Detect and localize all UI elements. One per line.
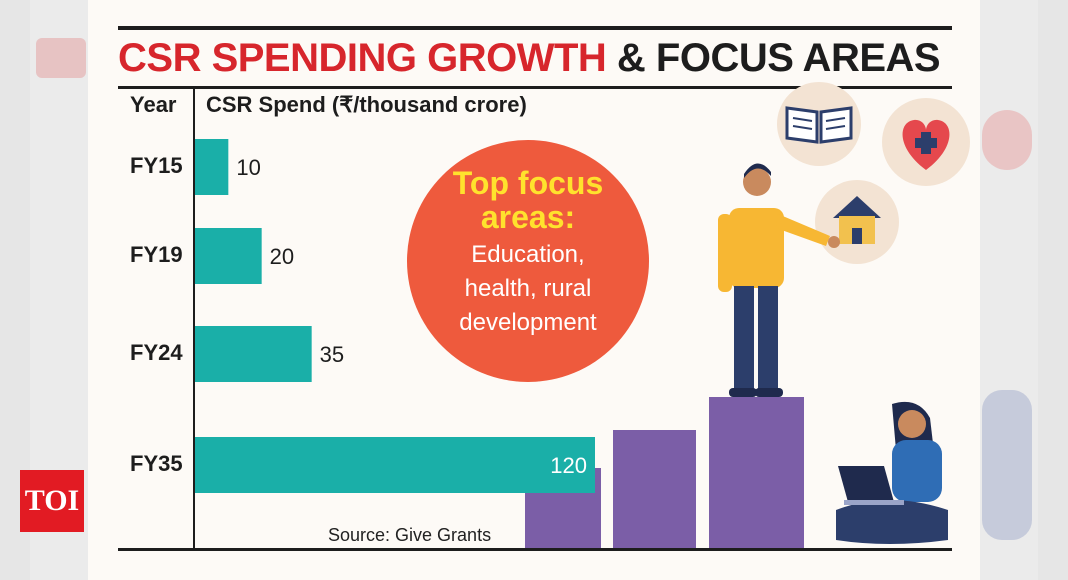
illustration-and-bars: 10 20 35 120: [195, 82, 970, 548]
chart-title: CSR SPENDING GROWTH & FOCUS AREAS: [118, 36, 952, 81]
heart-plus-icon: [882, 98, 970, 186]
year-column-header: Year: [130, 92, 177, 117]
blurred-right-edge: [980, 0, 1038, 580]
title-rule: [118, 86, 952, 89]
step-block-medium: [613, 430, 696, 548]
category-label-fy15: FY15: [130, 153, 183, 178]
focus-heading-line2: areas:: [480, 199, 576, 235]
category-label-fy24: FY24: [130, 340, 183, 365]
value-label-fy35: 120: [550, 453, 587, 478]
bottom-rule: [118, 548, 952, 551]
bar-fy24: [195, 326, 312, 382]
year-column-divider: [193, 89, 195, 548]
bar-fy19: [195, 228, 262, 284]
top-rule: [118, 26, 952, 30]
bar-fy35: [195, 437, 595, 493]
seated-woman-laptop-figure: [836, 401, 948, 544]
value-label-fy19: 20: [270, 244, 294, 269]
title-black-part: & FOCUS AREAS: [616, 36, 941, 80]
focus-body-line3: development: [459, 309, 597, 336]
value-label-fy24: 35: [320, 342, 344, 367]
bar-fy15: [195, 139, 229, 195]
value-label-fy15: 10: [236, 155, 260, 180]
bar-series: 10 20 35 120: [195, 139, 595, 493]
focus-body-line1: Education,: [471, 241, 585, 268]
book-icon: [777, 82, 861, 166]
infographic-card: CSR SPENDING GROWTH & FOCUS AREAS Year C…: [88, 0, 980, 580]
house-icon: [815, 180, 899, 264]
toi-logo: TOI: [20, 470, 84, 532]
focus-heading-line1: Top focus: [452, 165, 604, 201]
source-note: Source: Give Grants: [328, 525, 492, 545]
standing-man-figure: [718, 163, 840, 397]
title-red-part: CSR SPENDING GROWTH: [118, 36, 607, 80]
focus-areas-circle: Top focus areas: Education, health, rura…: [407, 140, 649, 382]
category-label-fy35: FY35: [130, 451, 183, 476]
spend-column-header: CSR Spend (₹/thousand crore): [206, 92, 527, 117]
focus-body-line2: health, rural: [464, 275, 592, 302]
category-label-fy19: FY19: [130, 242, 183, 267]
step-block-tall: [709, 397, 804, 548]
